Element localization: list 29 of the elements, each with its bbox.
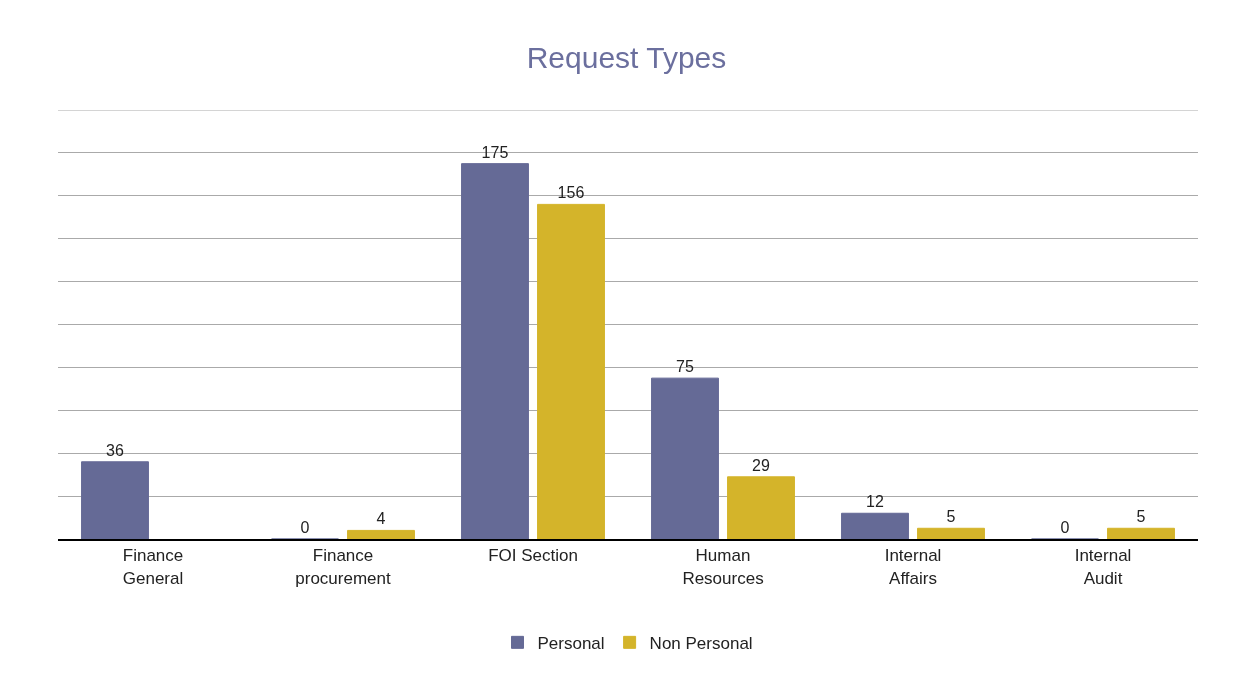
- x-tick-label: Human Resources: [682, 546, 764, 588]
- data-label: 175: [481, 143, 509, 161]
- bar: [347, 529, 415, 539]
- bar: [651, 377, 719, 539]
- bar: [917, 527, 985, 539]
- data-label: 0: [1060, 519, 1070, 536]
- bar: [727, 476, 795, 539]
- x-tick-label: Finance procurement: [295, 546, 391, 588]
- data-label: 75: [676, 358, 694, 376]
- bar: [1107, 527, 1175, 539]
- data-label: 12: [866, 493, 884, 511]
- x-tick-label: Internal Audit: [1074, 546, 1132, 588]
- data-label: 0: [300, 519, 310, 536]
- legend-label: Personal: [537, 633, 605, 653]
- x-tick-label: FOI Section: [488, 546, 578, 566]
- data-label: 36: [106, 441, 124, 459]
- data-label: 4: [376, 510, 386, 528]
- x-tick-label: Finance General: [122, 546, 184, 588]
- data-label: 5: [946, 508, 956, 526]
- data-label: 29: [752, 456, 770, 474]
- chart-title: Request Types: [526, 41, 727, 75]
- bar: [461, 163, 529, 539]
- data-label: 156: [557, 184, 585, 202]
- x-tick-label: Internal Affairs: [884, 546, 942, 588]
- data-label: 5: [1136, 508, 1146, 526]
- bar: [537, 203, 605, 539]
- bar: [841, 512, 909, 539]
- legend-label: Non Personal: [649, 633, 753, 653]
- bar: [81, 461, 149, 539]
